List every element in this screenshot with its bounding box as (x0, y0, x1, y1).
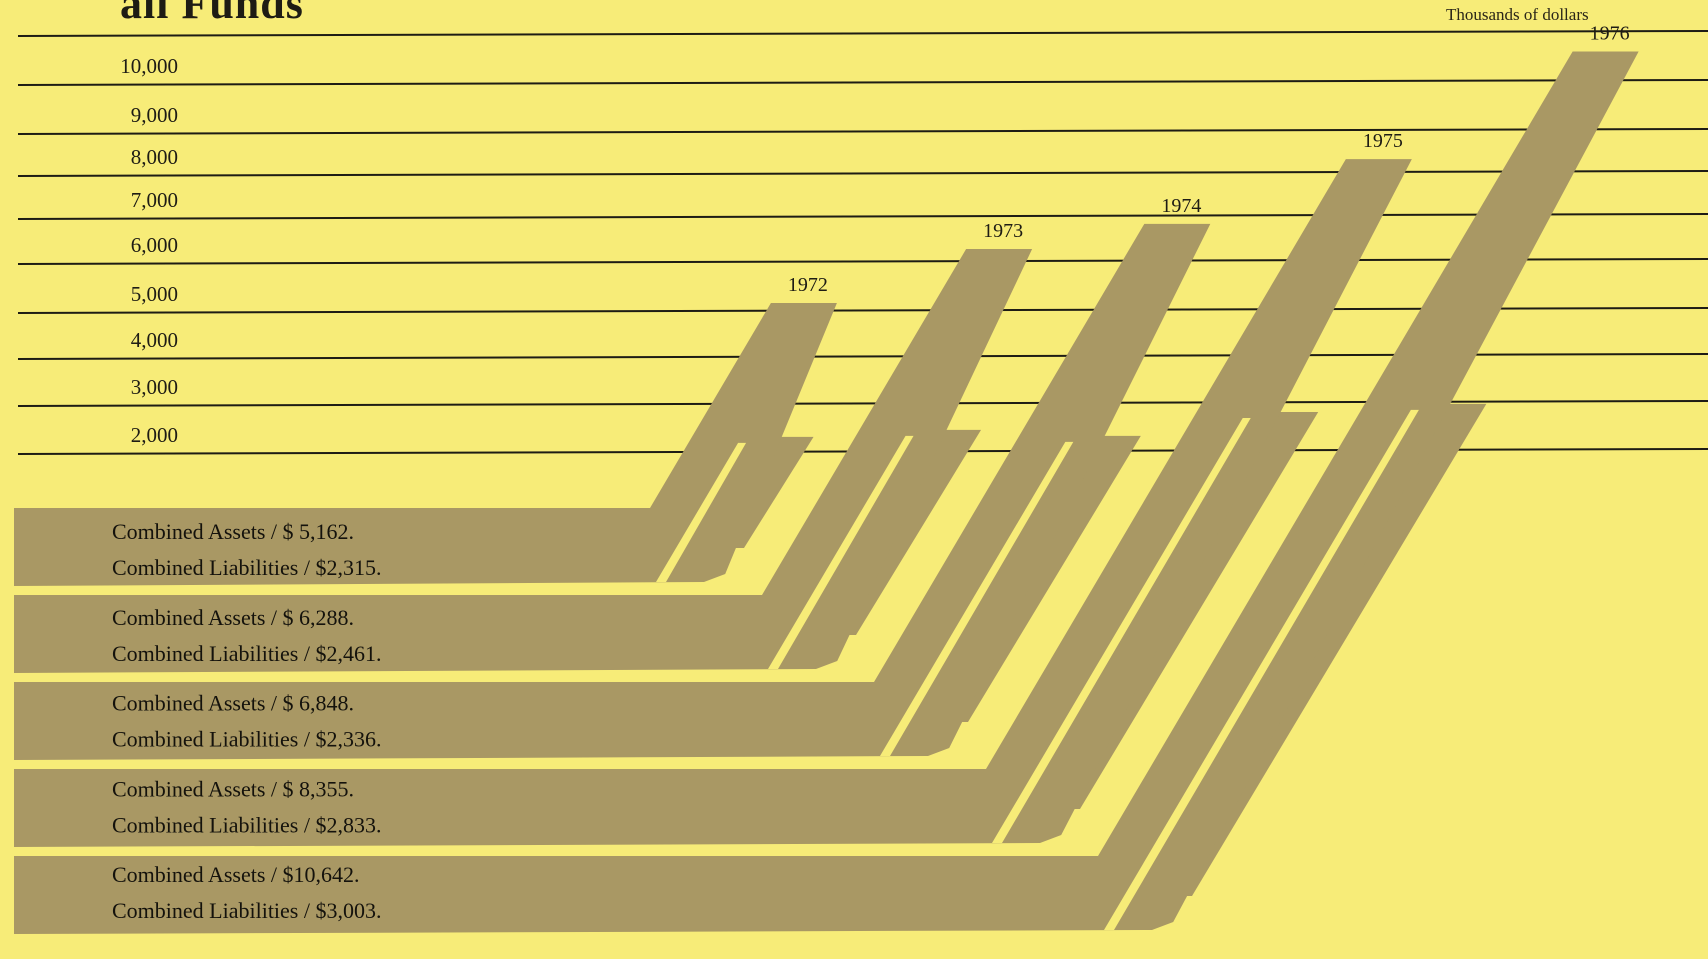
y-axis-ticks: 2,000 3,000 4,000 5,000 6,000 7,000 8,000 9,000… (120, 54, 178, 447)
chart-title: all Funds (120, 0, 304, 28)
assets-band (14, 159, 1412, 848)
gridline (17, 258, 1708, 265)
gridline (17, 30, 1708, 37)
gridline (17, 170, 1708, 177)
y-tick-label: 2,000 (131, 423, 178, 447)
assets-data-label: Combined Assets / $ 5,162. (112, 519, 354, 544)
y-tick-label: 9,000 (131, 103, 178, 127)
band-gap-strip (880, 441, 1074, 756)
assets-band (14, 303, 837, 586)
liabilities-data-label: Combined Liabilities / $2,336. (112, 727, 381, 752)
liabilities-data-label: Combined Liabilities / $2,833. (112, 812, 381, 837)
band-gap-strip (1104, 409, 1419, 930)
gridline (17, 213, 1708, 220)
data-bands: 1972 Combined Assets / $ 5,162. Combined L… (14, 23, 1639, 935)
y-tick-label: 4,000 (131, 328, 178, 352)
liabilities-data-label: Combined Liabilities / $2,461. (112, 641, 381, 666)
year-label: 1975 (1363, 130, 1403, 152)
assets-data-label: Combined Assets / $10,642. (112, 862, 360, 887)
y-tick-label: 6,000 (131, 233, 178, 257)
y-tick-label: 7,000 (131, 188, 178, 212)
band-gap-strip (656, 442, 747, 582)
year-label: 1976 (1590, 23, 1630, 45)
band-gap-strip (992, 418, 1251, 843)
assets-data-label: Combined Assets / $ 8,355. (112, 776, 354, 801)
year-label: 1972 (788, 274, 828, 296)
liabilities-data-label: Combined Liabilities / $2,315. (112, 555, 381, 580)
y-tick-label: 3,000 (131, 375, 178, 399)
assets-band (14, 223, 1211, 761)
assets-band (14, 249, 1033, 674)
assets-data-label: Combined Assets / $ 6,848. (112, 691, 354, 716)
year-label: 1974 (1161, 195, 1201, 217)
liabilities-data-label: Combined Liabilities / $3,003. (112, 898, 381, 923)
y-tick-label: 10,000 (120, 54, 178, 78)
y-tick-label: 5,000 (131, 282, 178, 306)
y-tick-label: 8,000 (131, 145, 178, 169)
gridline (17, 79, 1708, 86)
band-gap-strip (768, 435, 914, 669)
assets-data-label: Combined Assets / $ 6,288. (112, 605, 354, 630)
year-label: 1973 (983, 220, 1023, 242)
gridline (17, 128, 1708, 135)
units-label: Thousands of dollars (1446, 5, 1589, 24)
